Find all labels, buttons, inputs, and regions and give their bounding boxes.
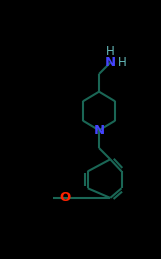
Text: H: H xyxy=(118,56,127,69)
Text: O: O xyxy=(60,191,71,204)
Text: N: N xyxy=(93,124,105,137)
Text: H: H xyxy=(106,45,115,57)
Text: N: N xyxy=(105,56,116,69)
